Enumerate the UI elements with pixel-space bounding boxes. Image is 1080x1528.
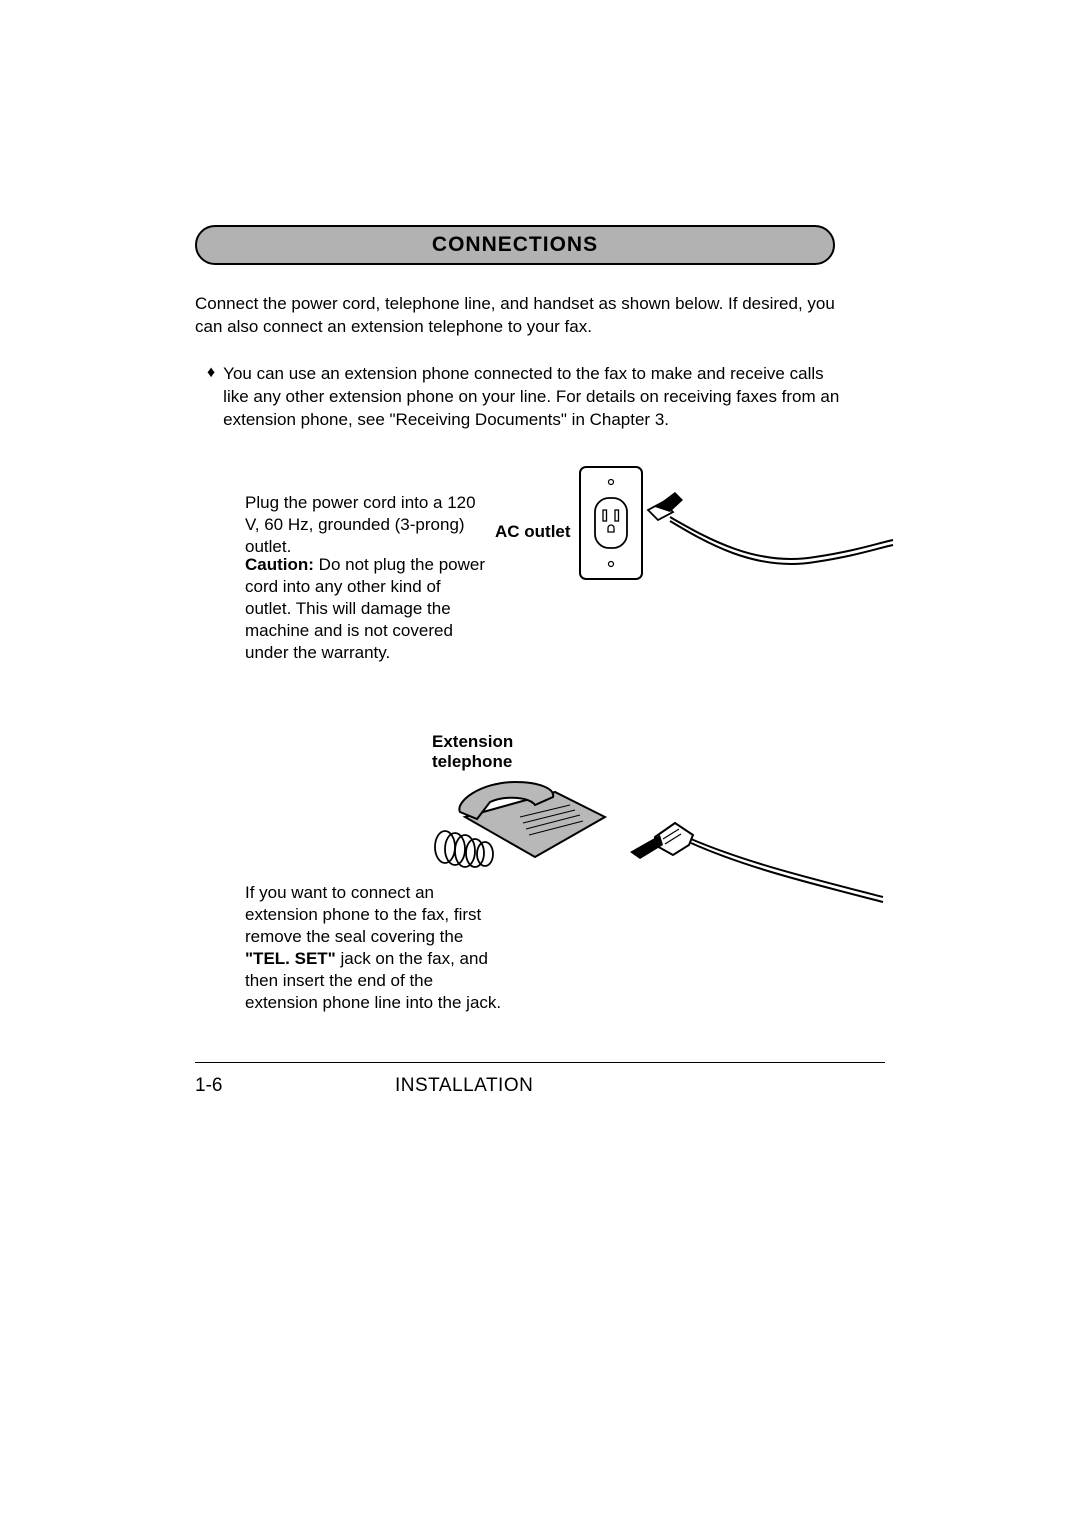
intro-paragraph: Connect the power cord, telephone line, … bbox=[195, 293, 835, 339]
diamond-bullet-icon: ♦ bbox=[207, 364, 215, 432]
ac-outlet-label: AC outlet bbox=[495, 522, 571, 542]
section-header: CONNECTIONS bbox=[195, 225, 835, 265]
tel-set-jack-label: "TEL. SET" bbox=[245, 949, 336, 968]
caution-label: Caution: bbox=[245, 555, 314, 574]
caution-text: Caution: Do not plug the power cord into… bbox=[245, 554, 485, 664]
chapter-name: INSTALLATION bbox=[395, 1075, 533, 1097]
footer-divider bbox=[195, 1062, 885, 1063]
bullet-block: ♦ You can use an extension phone connect… bbox=[207, 363, 847, 432]
page-footer: 1-6 INSTALLATION bbox=[195, 1075, 885, 1097]
plug-instructions: Plug the power cord into a 120 V, 60 Hz,… bbox=[245, 492, 480, 558]
ac-outlet-diagram-icon bbox=[575, 462, 895, 622]
extension-instructions: If you want to connect an extension phon… bbox=[245, 882, 503, 1015]
ext-text-part-1: If you want to connect an extension phon… bbox=[245, 883, 481, 946]
page-number: 1-6 bbox=[195, 1075, 395, 1097]
bullet-text: You can use an extension phone connected… bbox=[223, 363, 847, 432]
